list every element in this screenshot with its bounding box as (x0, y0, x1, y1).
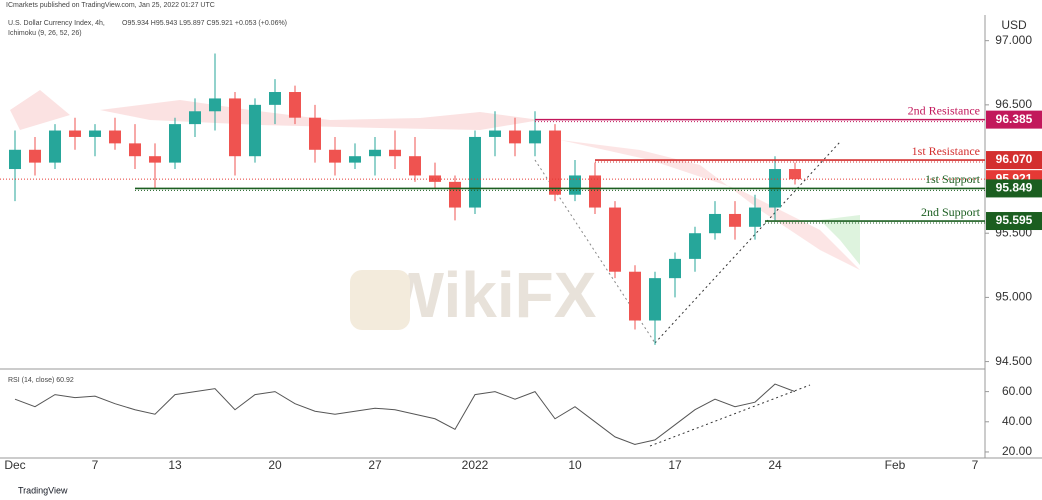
price-tick-label: 96.500 (995, 97, 1032, 111)
candle-body (489, 130, 501, 137)
rsi-tick-label: 20.00 (1002, 444, 1032, 458)
level-name: 1st Support (925, 172, 981, 186)
level-label-box (986, 212, 1042, 231)
watermark-logo (350, 270, 410, 330)
candle-body (289, 92, 301, 118)
candle-body (69, 130, 81, 137)
level-name: 1st Resistance (912, 144, 980, 158)
candle-body (709, 213, 721, 234)
candle-body (89, 130, 101, 137)
level-value-label: 95.849 (996, 181, 1033, 195)
candle-body (189, 111, 201, 125)
candle-body (389, 149, 401, 157)
symbol-title: U.S. Dollar Currency Index, 4h, (8, 20, 105, 27)
candles (9, 53, 801, 345)
level-value-label: 96.070 (996, 152, 1033, 166)
level-name: 2nd Support (921, 205, 981, 219)
price-tick-label: 95.000 (995, 290, 1032, 304)
candle-body (589, 175, 601, 208)
candle-body (249, 104, 261, 157)
publisher: ICmarkets published on TradingView.com, … (6, 2, 215, 9)
candle-body (349, 156, 361, 163)
candle-body (129, 143, 141, 157)
candle-body (529, 130, 541, 144)
candle-body (9, 149, 21, 170)
level-value-label: 95.595 (996, 213, 1033, 227)
candle-body (309, 117, 321, 150)
candle-body (409, 156, 421, 176)
candle-body (749, 207, 761, 227)
x-tick-label: 13 (168, 458, 182, 472)
candle-body (569, 175, 581, 195)
candle-body (269, 92, 281, 105)
candle-body (169, 124, 181, 163)
rsi-trend-line (649, 384, 811, 447)
candle-body (629, 271, 641, 321)
x-tick-label: Feb (885, 458, 906, 472)
candle-body (669, 258, 681, 279)
level-value-label: 96.385 (996, 112, 1033, 126)
x-tick-label: 20 (268, 458, 282, 472)
candle-body (209, 98, 221, 112)
candle-body (469, 136, 481, 208)
rsi-line (14, 383, 796, 445)
candle-body (369, 149, 381, 157)
brand: TradingView (18, 485, 68, 495)
currency: USD (1001, 18, 1027, 32)
candle-body (609, 207, 621, 272)
x-tick-label: 7 (972, 458, 979, 472)
candle-body (509, 130, 521, 144)
rsi-tick-label: 40.00 (1002, 414, 1032, 428)
price-tick-label: 94.500 (995, 354, 1032, 368)
candle-body (449, 181, 461, 208)
x-tick-label: 2022 (462, 458, 489, 472)
watermark: WikiFX (384, 259, 597, 331)
level-label-box (986, 110, 1042, 129)
price-tick-label: 97.000 (995, 33, 1032, 47)
trend-line (654, 141, 841, 344)
candle-body (649, 278, 661, 321)
level-name: 2nd Resistance (908, 103, 980, 117)
x-tick-label: Dec (4, 458, 25, 472)
x-tick-label: 24 (768, 458, 782, 472)
candle-body (29, 149, 41, 163)
candle-body (229, 98, 241, 157)
rsi-tick-label: 60.00 (1002, 384, 1032, 398)
x-tick-label: 7 (92, 458, 99, 472)
indicator: Ichimoku (9, 26, 52, 26) (8, 30, 82, 37)
candle-body (789, 169, 801, 180)
level-label-box (986, 151, 1042, 170)
candle-body (49, 130, 61, 163)
candle-body (729, 213, 741, 227)
level-label-box (986, 179, 1042, 198)
x-tick-label: 10 (568, 458, 582, 472)
x-tick-label: 17 (668, 458, 682, 472)
candle-body (549, 130, 561, 195)
candle-body (429, 175, 441, 182)
ohlc: O95.934 H95.943 L95.897 C95.921 +0.053 (… (122, 20, 287, 27)
rsi-title: RSI (14, close) 60.92 (8, 377, 74, 384)
candle-body (329, 149, 341, 163)
candle-body (149, 156, 161, 163)
candle-body (689, 233, 701, 259)
candle-body (109, 130, 121, 144)
x-tick-label: 27 (368, 458, 382, 472)
